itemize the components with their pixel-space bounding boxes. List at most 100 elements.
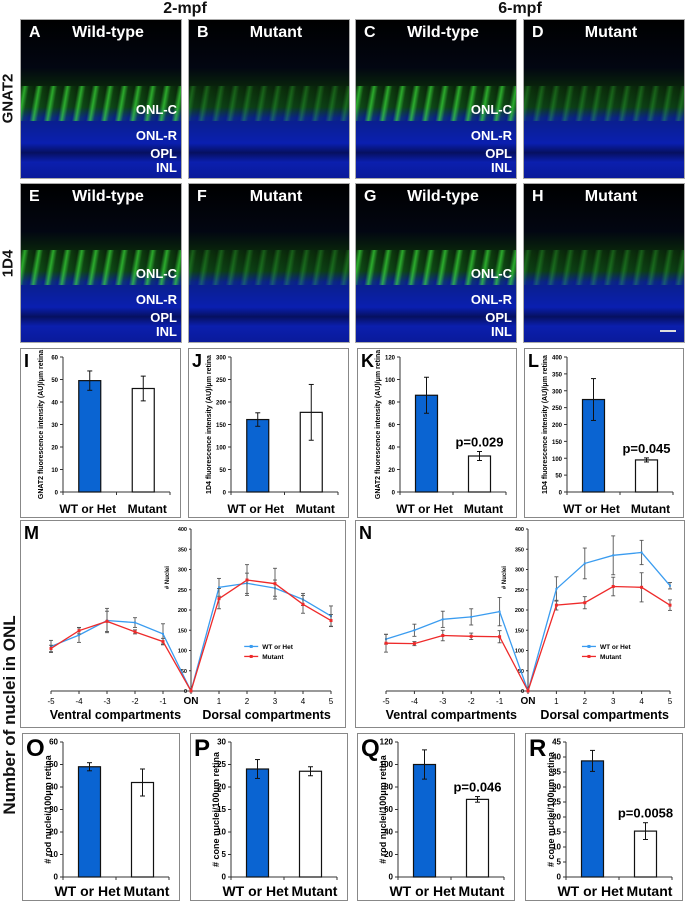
- column-title-2mpf: 2-mpf: [163, 0, 207, 17]
- panel-letter: B: [197, 24, 209, 41]
- y-tick-label: 50: [49, 760, 58, 769]
- x-tick-label: 2: [583, 697, 588, 706]
- y-tick-label: 5: [557, 858, 562, 867]
- chart-panel-m: M 0 50 100 150 200 250 300 350 400 # Nuclei -5 -4 -3 -…: [20, 520, 346, 728]
- y-axis-label: # rod nuclei/100μm retina: [43, 754, 53, 864]
- y-tick-label: 200: [178, 608, 187, 614]
- x-category-label: WT or Het: [396, 502, 453, 516]
- y-tick-label: 50: [181, 669, 187, 675]
- y-tick-label: 25: [552, 798, 561, 807]
- x-tick-label: 2: [245, 697, 250, 706]
- genotype-label: Mutant: [584, 24, 638, 41]
- y-tick-label: 100: [515, 649, 524, 655]
- x-category-label: WT or Het: [557, 883, 623, 899]
- y-tick-label: 40: [388, 446, 395, 452]
- bar-wt-or-het: [245, 768, 270, 878]
- y-tick-label: 5: [222, 850, 227, 859]
- y-tick-label: 100: [380, 760, 394, 769]
- y-tick-label: 350: [178, 547, 187, 553]
- data-point: [555, 587, 558, 590]
- y-tick-label: 15: [217, 805, 226, 814]
- x-category-label: WT or Het: [54, 883, 120, 899]
- p-value-label: p=0.0058: [618, 806, 673, 821]
- x-category-label: Mutant: [627, 883, 673, 899]
- layer-label: INL: [491, 324, 512, 339]
- x-category-label: Mutant: [124, 883, 170, 899]
- layer-label: ONL-R: [135, 128, 177, 143]
- y-tick-label: 80: [388, 401, 395, 407]
- y-tick-label: 250: [216, 378, 227, 384]
- data-point: [77, 629, 81, 633]
- scale-bar: [660, 330, 676, 332]
- data-point: [412, 642, 416, 646]
- cone-staining: [189, 86, 349, 122]
- layer-label: ONL-R: [470, 292, 512, 307]
- x-category-label: Mutant: [464, 502, 503, 516]
- panel-letter: P: [194, 735, 210, 762]
- data-point: [301, 602, 305, 606]
- x-tick-label: 3: [611, 697, 616, 706]
- panel-letter: N: [359, 523, 372, 543]
- row-label-1d4: 1D4: [0, 249, 17, 278]
- x-tick-label: ON: [184, 696, 199, 707]
- y-tick-label: 20: [49, 828, 58, 837]
- x-tick-label: -4: [75, 697, 83, 706]
- y-tick-label: 150: [552, 440, 563, 446]
- legend-marker: [249, 654, 253, 658]
- chart-svg: O 0 10 20 30 40 50 60 # rod nuclei/100μm retina W…: [26, 735, 170, 899]
- panel-letter: A: [29, 24, 41, 41]
- y-tick-label: 30: [552, 783, 561, 792]
- genotype-label: Wild-type: [407, 188, 479, 205]
- y-tick-label: 0: [557, 873, 562, 882]
- y-axis-label: # rod nuclei/100μm retina: [378, 754, 388, 864]
- data-point: [134, 621, 136, 624]
- chart-panel-j: J 0 50 100 150 200 250 300 1D4 fluorescence inte…: [188, 348, 349, 518]
- data-point: [78, 634, 80, 637]
- x-category-label: WT or Het: [59, 502, 116, 516]
- x-tick-label: 4: [301, 697, 306, 706]
- chart-panel-l: L 0 50 100 150 200 250 300 350 400 1D4 fluorescenc…: [524, 348, 684, 518]
- y-tick-label: 250: [515, 588, 524, 594]
- x-axis-label-ventral: Ventral compartments: [386, 708, 517, 722]
- layer-label: ONL-R: [470, 128, 512, 143]
- data-point: [105, 619, 109, 623]
- cone-staining: [189, 250, 349, 286]
- x-tick-label: 1: [217, 697, 222, 706]
- legend-marker: [587, 644, 591, 648]
- layer-label: OPL: [150, 310, 177, 325]
- x-tick-label: -5: [382, 697, 390, 706]
- y-axis-label: 1D4 fluorescence intensity (AU)/μm retin…: [206, 355, 213, 494]
- y-tick-label: 300: [515, 568, 524, 574]
- data-point: [498, 635, 502, 639]
- layer-label: INL: [491, 160, 512, 175]
- data-point: [217, 597, 221, 601]
- x-category-label: WT or Het: [563, 502, 620, 516]
- data-point: [669, 584, 671, 587]
- y-tick-label: 15: [552, 828, 561, 837]
- y-tick-label: 30: [217, 738, 226, 747]
- y-tick-label: 40: [49, 783, 58, 792]
- p-value-label: p=0.045: [622, 441, 670, 456]
- y-tick-label: 300: [552, 389, 563, 395]
- genotype-label: Wild-type: [407, 24, 479, 41]
- layer-label: ONL-C: [135, 266, 177, 281]
- x-category-label: Mutant: [459, 883, 505, 899]
- y-tick-label: 100: [552, 457, 563, 463]
- data-point: [329, 619, 333, 623]
- legend-label: WT or Het: [262, 644, 294, 651]
- y-axis-label: # cone nuclei/100μm retina: [211, 751, 221, 867]
- y-tick-label: 400: [178, 527, 187, 533]
- y-tick-label: 0: [559, 491, 563, 497]
- y-tick-label: 250: [178, 588, 187, 594]
- y-tick-label: 60: [49, 738, 58, 747]
- y-tick-label: 45: [552, 738, 561, 747]
- y-tick-label: 20: [552, 813, 561, 822]
- cone-staining: [356, 250, 516, 286]
- p-value-label: p=0.029: [455, 435, 503, 450]
- chart-panel-r: R 0 5 10 15 20 25 30 35 40 45 # cone nuclei/100μm r…: [525, 733, 683, 901]
- micrograph-panel-c: C Wild-type ONL-C ONL-R OPL INL: [355, 19, 517, 179]
- y-tick-label: 20: [217, 783, 226, 792]
- y-tick-label: 80: [384, 783, 393, 792]
